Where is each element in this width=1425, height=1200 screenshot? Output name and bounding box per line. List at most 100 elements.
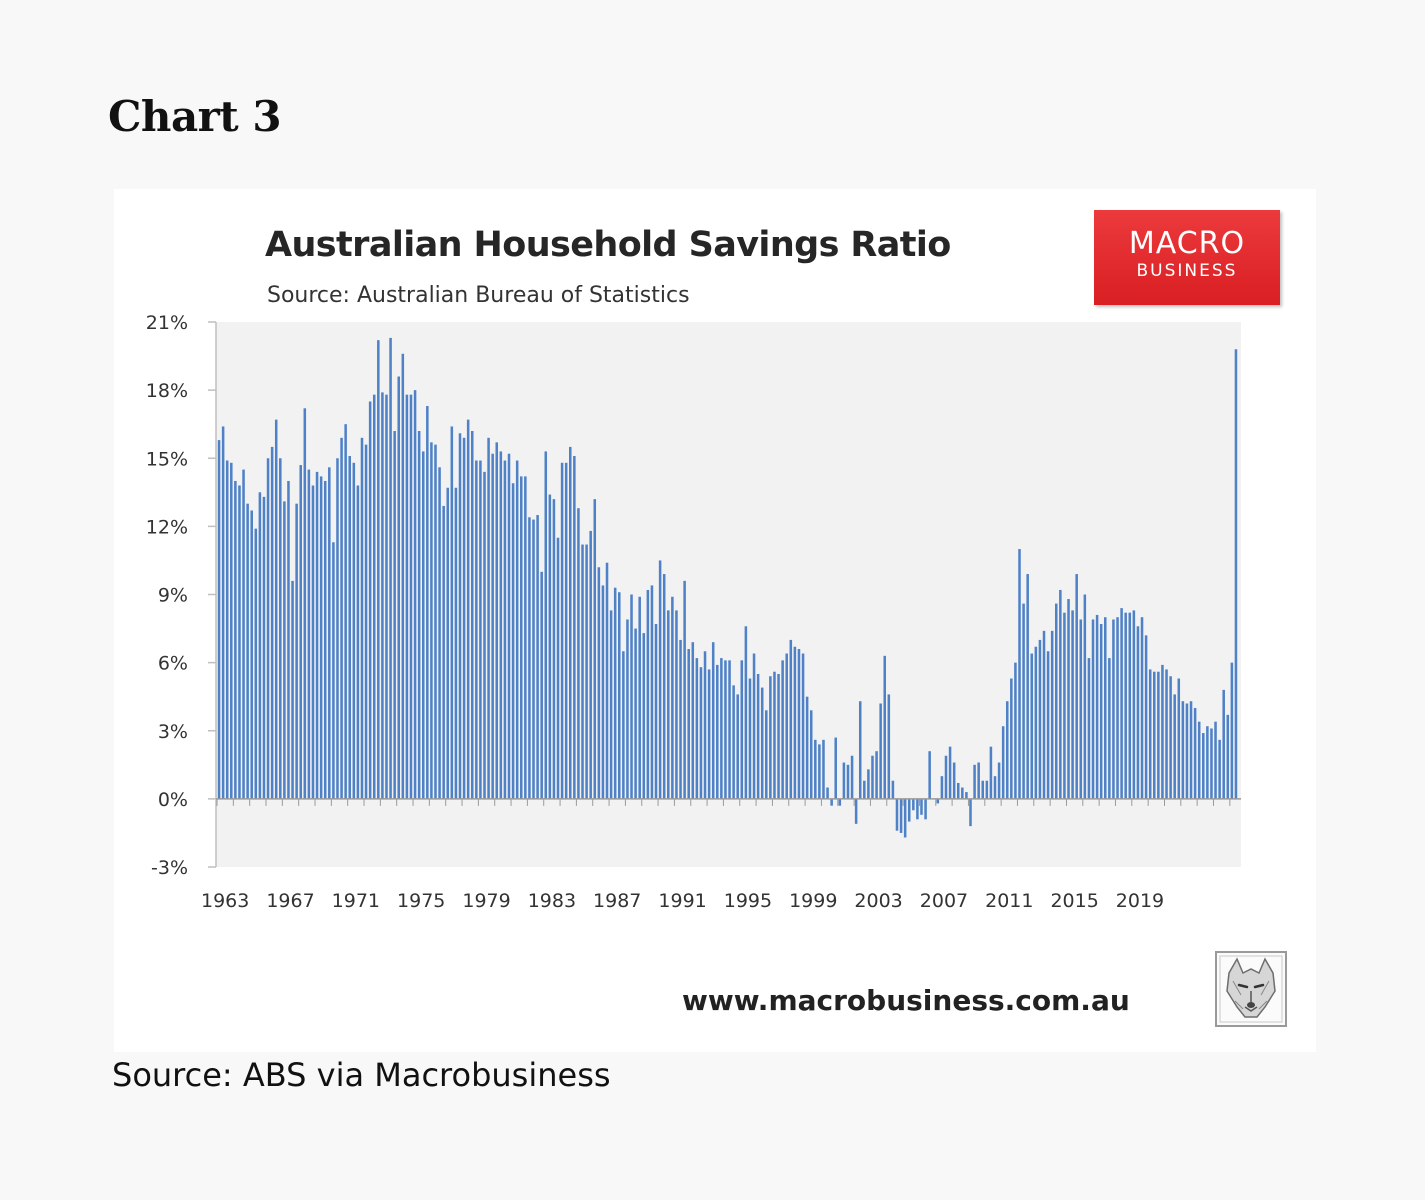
bar (1108, 658, 1111, 799)
bar (985, 780, 989, 799)
bar (940, 776, 944, 799)
bar (956, 782, 960, 799)
bar (1095, 614, 1099, 799)
bar (234, 480, 237, 799)
bar (850, 755, 854, 799)
bar (1059, 589, 1062, 799)
bar (899, 798, 903, 833)
bar (1210, 728, 1213, 799)
bar (299, 465, 302, 799)
bar (1026, 574, 1029, 799)
bar (854, 798, 858, 824)
bar (756, 673, 760, 799)
bar (556, 537, 560, 799)
bar (287, 480, 290, 799)
bar (446, 487, 450, 799)
bar (765, 710, 768, 799)
bar (1071, 610, 1074, 799)
x-tick-label: 2015 (1050, 890, 1098, 912)
bar (646, 589, 650, 799)
chart-title: Australian Household Savings Ratio (265, 225, 951, 265)
bar (381, 392, 384, 799)
bar (1030, 653, 1034, 799)
bar (662, 574, 666, 799)
bar (846, 764, 850, 799)
bar (1140, 617, 1144, 799)
bar (834, 737, 837, 799)
bar (491, 453, 494, 799)
bar (262, 496, 266, 799)
bar (1128, 612, 1132, 799)
bar (307, 469, 311, 799)
bar (364, 444, 368, 799)
wolf-sketch-icon (1215, 951, 1287, 1027)
bar (573, 455, 576, 799)
bar (1034, 646, 1038, 799)
x-tick-label: 1995 (724, 890, 772, 912)
bar (495, 442, 499, 799)
bar (417, 431, 421, 799)
bar (858, 701, 862, 799)
bar (454, 487, 458, 799)
bar (691, 642, 695, 799)
bar (1214, 721, 1217, 799)
bar (650, 585, 654, 799)
site-url-link[interactable]: www.macrobusiness.com.au (682, 984, 1130, 1017)
bar (626, 619, 629, 799)
bar (744, 626, 748, 799)
bar (552, 499, 556, 799)
bar (977, 762, 980, 799)
bar (328, 467, 331, 799)
bar (601, 585, 605, 799)
bar (528, 517, 531, 799)
bar (683, 580, 686, 799)
bar (916, 798, 919, 820)
bar (385, 394, 388, 799)
bar (1234, 349, 1238, 799)
bar (618, 592, 621, 799)
bar (1193, 708, 1197, 799)
bar (863, 780, 866, 799)
bar (515, 460, 519, 799)
bar (270, 446, 274, 799)
bar (368, 401, 372, 799)
bar (895, 798, 899, 831)
x-tick-label: 2003 (854, 890, 902, 912)
bar (483, 471, 486, 799)
bar (499, 451, 503, 799)
bar (1165, 669, 1168, 799)
x-tick-label: 1963 (201, 890, 249, 912)
bar (544, 451, 548, 799)
macro-business-logo[interactable]: MACRO BUSINESS (1094, 210, 1280, 305)
bar (295, 503, 298, 799)
bar (903, 798, 907, 838)
bar (479, 460, 482, 799)
bar (944, 755, 948, 799)
bar (965, 792, 968, 799)
x-tick-label: 1991 (658, 890, 706, 912)
bar (225, 460, 229, 799)
bar (1132, 610, 1136, 799)
bar (1038, 639, 1042, 799)
page-heading: Chart 3 (108, 92, 282, 141)
bar (1120, 608, 1123, 799)
bar (564, 462, 568, 799)
bar (716, 664, 719, 799)
bar (748, 678, 752, 799)
bar (667, 610, 670, 799)
bar (634, 628, 637, 799)
bar (605, 562, 609, 799)
bar (470, 431, 474, 799)
chart-plot: -3% 0% 3% 6% 9% 12% 15% 18% 21% 1963 1967 1971 1975 1… (146, 312, 1241, 912)
bar (560, 462, 564, 799)
bar (1046, 651, 1050, 799)
bar (769, 676, 772, 799)
bar (405, 394, 409, 799)
bar (242, 469, 245, 799)
bar (1104, 617, 1107, 799)
bar (401, 353, 405, 799)
bar (246, 503, 249, 799)
bar (867, 769, 870, 799)
bar (920, 798, 923, 815)
bar (1124, 612, 1127, 799)
